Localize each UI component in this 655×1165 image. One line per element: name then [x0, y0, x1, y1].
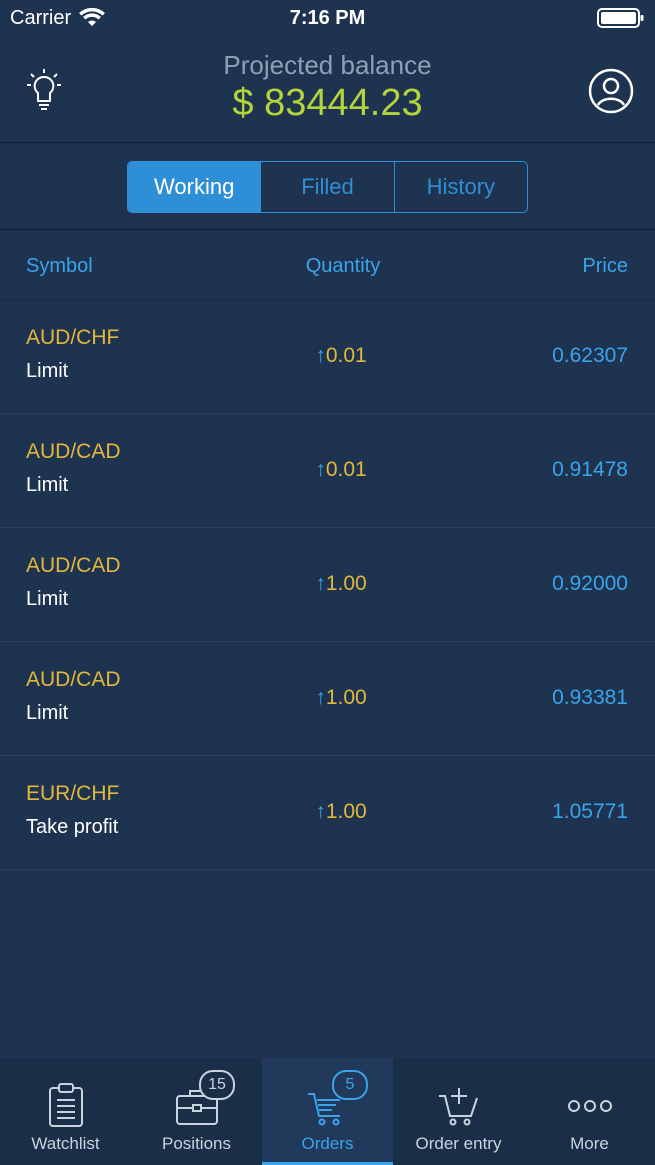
order-price: 0.91478: [552, 458, 628, 481]
arrow-up-icon: ↑: [315, 458, 326, 481]
tab-orders[interactable]: 5 Orders: [262, 1058, 393, 1165]
status-bar: Carrier 7:16 PM: [0, 0, 655, 36]
lightbulb-icon[interactable]: [26, 68, 62, 112]
order-quantity: ↑1.00: [0, 686, 655, 710]
order-quantity: ↑0.01: [0, 458, 655, 482]
order-symbol: AUD/CHF: [26, 326, 120, 349]
table-row[interactable]: AUD/CAD Limit ↑1.00 0.93381: [0, 642, 655, 756]
order-type: Limit: [26, 360, 69, 382]
column-header-price[interactable]: Price: [582, 255, 628, 277]
orders-list: AUD/CHF Limit ↑0.01 0.62307 AUD/CAD Limi…: [0, 300, 655, 870]
order-quantity: ↑1.00: [0, 800, 655, 824]
order-type: Limit: [26, 702, 69, 724]
table-row[interactable]: EUR/CHF Take profit ↑1.00 1.05771: [0, 756, 655, 870]
status-time: 7:16 PM: [289, 6, 366, 29]
header: Projected balance $ 83444.23: [0, 36, 655, 143]
more-dots-icon: [567, 1100, 612, 1112]
page-title: Projected balance: [223, 50, 432, 80]
tab-label: More: [570, 1134, 609, 1153]
order-symbol: EUR/CHF: [26, 782, 120, 805]
tab-label: Order entry: [415, 1134, 502, 1153]
table-header: Symbol Quantity Price: [0, 230, 655, 301]
order-price: 0.92000: [552, 572, 628, 595]
order-symbol: AUD/CAD: [26, 554, 121, 577]
order-price: 0.62307: [552, 344, 628, 367]
tab-label: Orders: [301, 1134, 354, 1153]
positions-count-badge: 15: [199, 1070, 235, 1100]
tab-label: Watchlist: [31, 1134, 100, 1153]
order-symbol: AUD/CAD: [26, 668, 121, 691]
tab-watchlist[interactable]: Watchlist: [0, 1058, 131, 1165]
wifi-icon: [79, 8, 106, 26]
quantity-value: 0.01: [325, 344, 367, 367]
arrow-up-icon: ↑: [315, 686, 326, 709]
arrow-up-icon: ↑: [315, 572, 326, 595]
arrow-up-icon: ↑: [315, 800, 326, 823]
order-type: Limit: [26, 474, 69, 496]
arrow-up-icon: ↑: [315, 344, 326, 367]
carrier-label: Carrier: [10, 6, 72, 29]
cart-plus-icon: [438, 1088, 478, 1126]
tab-more[interactable]: More: [524, 1058, 655, 1165]
battery-icon: [597, 8, 644, 28]
profile-icon[interactable]: [588, 68, 634, 114]
segment-filled[interactable]: Filled: [261, 162, 395, 212]
order-type: Limit: [26, 588, 69, 610]
order-price: 1.05771: [552, 800, 628, 823]
table-row[interactable]: AUD/CHF Limit ↑0.01 0.62307: [0, 300, 655, 414]
order-price: 0.93381: [552, 686, 628, 709]
order-filter-bar: Working Filled History: [0, 143, 655, 230]
quantity-value: 1.00: [325, 800, 367, 823]
tab-label: Positions: [162, 1134, 231, 1153]
table-row[interactable]: AUD/CAD Limit ↑0.01 0.91478: [0, 414, 655, 528]
quantity-value: 1.00: [325, 686, 367, 709]
segment-working[interactable]: Working: [128, 162, 262, 212]
quantity-value: 1.00: [325, 572, 367, 595]
segmented-control: Working Filled History: [127, 161, 528, 213]
column-header-quantity[interactable]: Quantity: [305, 255, 381, 277]
orders-count-badge: 5: [332, 1070, 368, 1100]
order-symbol: AUD/CAD: [26, 440, 121, 463]
clipboard-icon: [48, 1083, 83, 1127]
tab-positions[interactable]: 15 Positions: [131, 1058, 262, 1165]
table-row[interactable]: AUD/CAD Limit ↑1.00 0.92000: [0, 528, 655, 642]
segment-history[interactable]: History: [426, 174, 496, 199]
order-type: Take profit: [26, 816, 119, 838]
order-quantity: ↑1.00: [0, 572, 655, 596]
column-header-symbol[interactable]: Symbol: [26, 255, 93, 277]
tab-bar: Watchlist 15 Positions 5 Orders: [0, 1058, 655, 1165]
quantity-value: 0.01: [325, 458, 367, 481]
projected-balance-value: $ 83444.23: [232, 82, 423, 124]
order-quantity: ↑0.01: [0, 344, 655, 368]
cart-icon: [307, 1093, 340, 1126]
tab-order-entry[interactable]: Order entry: [393, 1058, 524, 1165]
